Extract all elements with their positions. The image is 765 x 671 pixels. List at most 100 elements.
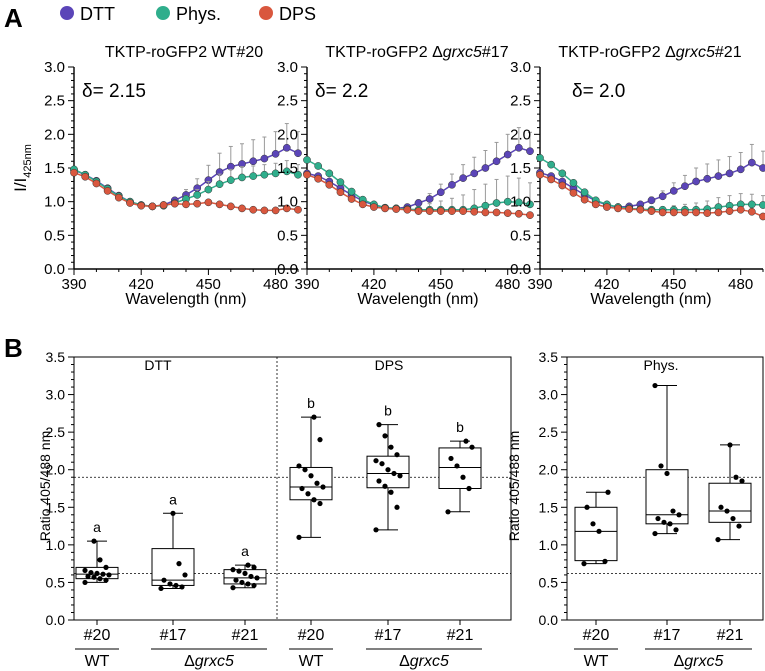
box-data-point <box>730 515 736 522</box>
data-point <box>294 170 302 179</box>
box-data-point <box>466 485 472 492</box>
data-point <box>392 205 401 213</box>
data-point <box>436 188 445 197</box>
data-point <box>625 205 634 213</box>
category-label: #21 <box>447 627 474 644</box>
data-point <box>114 193 123 202</box>
box-4: b <box>366 403 410 533</box>
data-point <box>182 200 190 209</box>
box-chart-group-title-dps: DPS <box>375 357 404 373</box>
box-data-point <box>463 438 469 444</box>
box-chart-dtt-dps-frame <box>73 356 512 621</box>
y-tick-label: 1.0 <box>539 537 559 553</box>
box-data-point <box>296 534 302 540</box>
box-body <box>438 447 482 489</box>
data-point <box>204 185 213 194</box>
data-point <box>238 173 246 182</box>
data-point <box>614 204 622 213</box>
line-chart-2: 0.0 0.5 1.0 1.5 2.0 2.5 3.0 390 420 450 480 <box>277 59 534 293</box>
data-point <box>647 207 656 215</box>
box-data-point <box>652 530 658 537</box>
data-point <box>580 195 589 204</box>
data-point <box>481 164 490 172</box>
box-data-point <box>596 528 602 534</box>
box-body <box>151 548 195 586</box>
box-data-point <box>305 491 311 497</box>
data-point <box>492 199 501 207</box>
x-tick-label: 420 <box>129 276 154 293</box>
y-tick-label: 0.5 <box>539 574 559 590</box>
y-tick-label: 2.0 <box>44 126 65 143</box>
data-point <box>347 195 356 203</box>
significance-letter: a <box>169 491 177 507</box>
box-2: a <box>223 543 267 591</box>
box-data-point <box>379 461 385 467</box>
y-tick-label: 0.0 <box>510 261 531 278</box>
data-point <box>271 206 280 215</box>
box-data-point <box>97 576 103 582</box>
data-point <box>725 169 734 178</box>
box-chart-phys: 0.0 0.5 1.0 1.5 2.0 2.5 3.0 3.5 #20 #17 #21 WT Δgrxc… <box>539 349 764 670</box>
y-tick-label: 0.5 <box>510 227 531 244</box>
box-data-point <box>317 437 323 443</box>
data-point <box>536 154 544 162</box>
data-point <box>536 170 544 179</box>
data-point <box>759 164 765 172</box>
y-tick-label: 0.5 <box>46 574 66 590</box>
box-data-point <box>173 582 179 589</box>
box-body <box>574 506 618 562</box>
box-data-point <box>739 478 745 484</box>
data-point <box>414 199 423 207</box>
box-data-point <box>103 564 109 571</box>
data-point <box>204 198 213 207</box>
line-chart-2-title: TKTP-roGFP2 Δgrxc5#17 <box>325 44 508 61</box>
data-point <box>547 175 556 184</box>
box-data-point <box>715 536 721 543</box>
box-5: b <box>438 419 482 515</box>
category-label: #21 <box>232 627 259 644</box>
data-point <box>282 143 291 152</box>
box-data-point <box>320 484 326 490</box>
box-data-point <box>718 504 724 510</box>
box-data-point <box>85 573 91 580</box>
box-1 <box>645 382 689 537</box>
panel-label-a: A <box>4 3 23 33</box>
box-data-point <box>376 478 382 484</box>
box-data-point <box>673 527 679 533</box>
box-data-point <box>655 515 661 522</box>
box-data-point <box>373 527 379 533</box>
data-point <box>481 208 490 217</box>
line-chart-1-title: TKTP-roGFP2 WT#20 <box>105 44 263 61</box>
y-tick-label: 2.0 <box>539 462 559 478</box>
data-point <box>526 211 534 219</box>
genotype-label: Δgrxc5 <box>184 653 234 670</box>
data-point <box>526 200 534 209</box>
box-data-point <box>314 480 320 486</box>
data-point <box>558 169 567 178</box>
y-tick-label: 1.5 <box>510 160 531 177</box>
data-point <box>481 201 490 210</box>
series-dps <box>536 170 765 221</box>
box-data-point <box>311 497 317 503</box>
data-point <box>714 172 723 180</box>
box-data-point <box>254 575 260 581</box>
box-data-point <box>103 577 109 583</box>
box-data-point <box>581 561 587 567</box>
y-tick-label: 2.5 <box>539 424 559 440</box>
box-data-point <box>97 557 103 563</box>
y-tick-label: 2.0 <box>277 126 298 143</box>
box-data-point <box>239 579 245 586</box>
series-dtt <box>536 143 765 211</box>
box-0: a <box>75 519 119 586</box>
data-point <box>725 207 734 215</box>
data-point <box>603 203 611 211</box>
legend-marker-dps <box>259 6 273 20</box>
line-chart-3: 0.0 0.5 1.0 1.5 2.0 2.5 3.0 390 420 450 480 <box>510 59 765 293</box>
box-data-point <box>388 444 394 450</box>
significance-letter: b <box>384 403 392 419</box>
series-dps <box>303 170 534 219</box>
data-point <box>636 205 645 214</box>
box-data-point <box>170 510 176 516</box>
box-data-point <box>590 521 596 527</box>
